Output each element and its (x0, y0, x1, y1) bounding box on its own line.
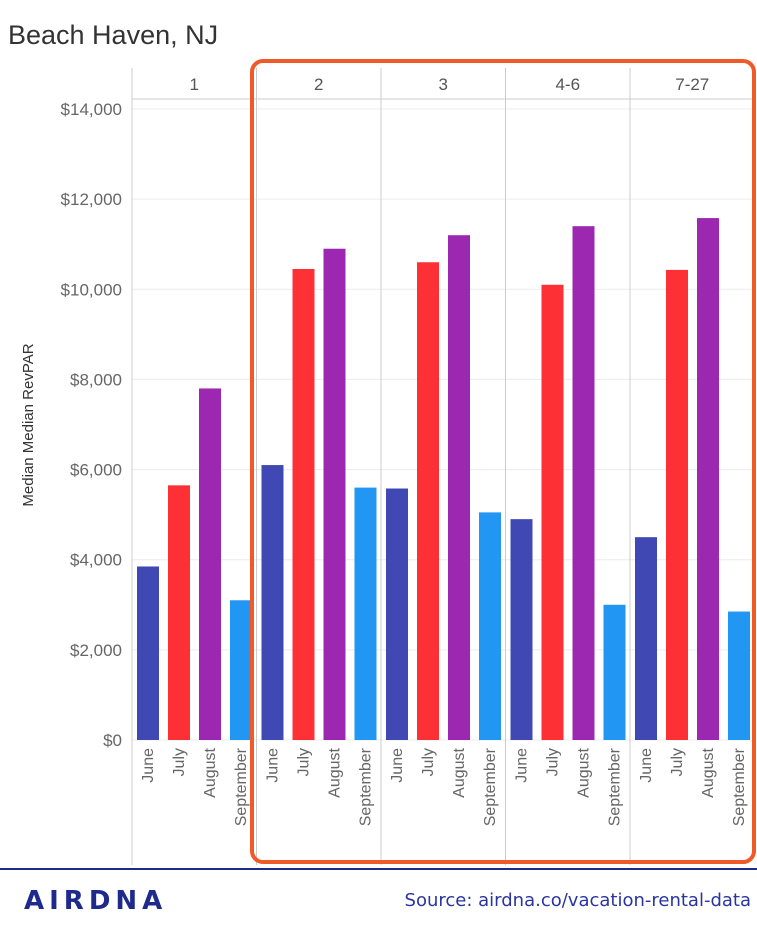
group-label: 7-27 (675, 75, 709, 94)
x-tick-label: June (638, 748, 655, 783)
group-label: 4-6 (555, 75, 580, 94)
x-tick-label: June (389, 748, 406, 783)
bar (199, 388, 221, 740)
x-tick-label: July (420, 748, 437, 776)
bar (323, 248, 346, 740)
group-label: 2 (314, 75, 323, 94)
bar (168, 485, 190, 740)
y-tick-label: $6,000 (70, 461, 122, 480)
bar (137, 566, 159, 740)
x-tick-label: August (451, 747, 468, 797)
x-tick-label: September (482, 747, 499, 826)
x-tick-label: July (545, 748, 562, 776)
x-tick-label: August (576, 747, 593, 797)
bar (448, 235, 470, 740)
y-tick-label: $0 (103, 731, 122, 750)
y-tick-label: $4,000 (70, 551, 122, 570)
bar (417, 262, 439, 740)
bar (728, 611, 750, 740)
group-label: 3 (439, 75, 448, 94)
bar (603, 604, 626, 740)
x-tick-label: June (265, 748, 282, 783)
bar (635, 537, 657, 740)
x-tick-label: September (731, 747, 748, 826)
x-tick-label: August (202, 747, 219, 797)
group-label: 1 (190, 75, 199, 94)
source-note: Source: airdna.co/vacation-rental-data (404, 890, 751, 911)
bar (386, 488, 408, 740)
bar (510, 519, 533, 740)
y-tick-label: $14,000 (61, 100, 122, 119)
bar (697, 218, 719, 740)
x-tick-label: August (327, 747, 344, 797)
chart-title: Beach Haven, NJ (8, 20, 218, 50)
airdna-logo: AIRDNA (24, 886, 168, 916)
x-tick-label: June (514, 748, 531, 783)
bar (666, 269, 688, 740)
y-tick-label: $10,000 (61, 280, 122, 299)
bar (541, 284, 564, 740)
bar (292, 269, 315, 740)
bar (261, 465, 284, 740)
y-tick-label: $8,000 (70, 370, 122, 389)
x-tick-label: July (171, 748, 188, 776)
highlight-frame (250, 59, 756, 864)
bar (230, 600, 252, 740)
x-tick-label: June (140, 748, 157, 783)
footer-divider (0, 868, 757, 870)
x-tick-label: September (358, 747, 375, 826)
bar (479, 512, 501, 740)
x-tick-label: August (700, 747, 717, 797)
bar (354, 487, 377, 740)
x-tick-label: September (233, 747, 250, 826)
chart: Beach Haven, NJ Median Median RevPAR $0 $2,… (8, 20, 756, 865)
x-tick-label: July (669, 748, 686, 776)
y-axis-label: Median Median RevPAR (20, 343, 37, 506)
bar (572, 226, 595, 740)
y-tick-label: $12,000 (61, 190, 122, 209)
x-tick-label: September (607, 747, 624, 826)
y-tick-label: $2,000 (70, 641, 122, 660)
x-tick-label: July (296, 748, 313, 776)
